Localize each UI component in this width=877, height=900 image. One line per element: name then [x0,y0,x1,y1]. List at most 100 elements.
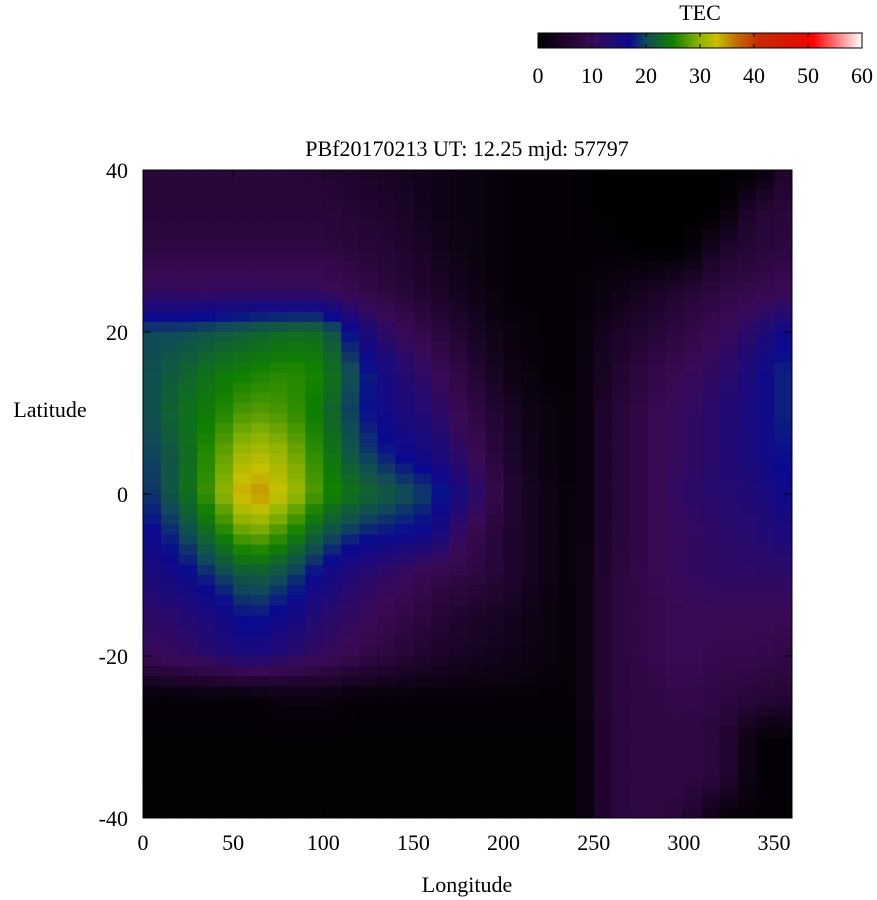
heatmap-cell [521,504,541,515]
heatmap-cell [575,575,595,586]
heatmap-cell [413,190,433,201]
heatmap-cell [503,676,523,687]
heatmap-cell [161,311,180,323]
heatmap-cell [647,585,667,596]
heatmap-cell [395,473,415,485]
heatmap-cell [215,473,234,485]
heatmap-cell [413,463,433,475]
heatmap-cell [161,170,180,181]
heatmap-cell [737,473,757,485]
heatmap-cell [287,332,306,343]
heatmap-cell [539,605,559,617]
heatmap-cell [197,797,216,809]
heatmap-cell [269,554,288,566]
heatmap-cell [647,564,667,576]
heatmap-cell [233,747,252,758]
heatmap-cell [629,656,649,667]
heatmap-cell [359,524,378,536]
heatmap-cell [305,453,324,465]
heatmap-cell [341,676,360,687]
heatmap-cell [503,716,523,728]
heatmap-cell [521,180,541,191]
heatmap-cell [431,534,451,546]
heatmap-cell [431,443,451,455]
heatmap-cell [269,716,288,728]
heatmap-cell [179,534,198,546]
heatmap-cell [215,676,234,687]
heatmap-cell [503,605,523,617]
heatmap-cell [269,767,288,779]
heatmap-cell [557,797,577,809]
heatmap-cell [377,413,396,424]
heatmap-cell [269,564,288,576]
heatmap-cell [215,777,234,789]
heatmap-cell [305,706,324,718]
heatmap-cell [683,504,703,515]
heatmap-cell [575,352,595,363]
heatmap-cell [719,362,739,374]
heatmap-cell [683,625,703,637]
heatmap-cell [575,615,595,627]
heatmap-cell [773,413,792,424]
heatmap-cell [377,686,396,698]
heatmap-cell [395,170,415,181]
heatmap-cell [737,483,757,495]
heatmap-cell [665,291,685,303]
colorbar-tick-label: 10 [581,63,603,88]
heatmap-cell [503,210,523,222]
heatmap-cell [359,696,378,708]
heatmap-cell [215,787,234,799]
heatmap-cell [269,453,288,465]
heatmap-cell [251,807,270,818]
heatmap-cell [467,362,487,374]
heatmap-cell [377,494,396,505]
heatmap-cell [521,230,541,242]
heatmap-cell [197,251,216,262]
heatmap-cell [701,382,721,394]
heatmap-cell [665,645,685,657]
heatmap-cell [593,433,613,444]
heatmap-cell [179,423,198,434]
heatmap-cell [251,271,270,282]
heatmap-cell [737,261,757,272]
heatmap-cell [395,564,415,576]
heatmap-cell [629,463,649,475]
heatmap-cell [611,777,631,789]
heatmap-cell [413,240,433,252]
heatmap-cell [521,554,541,566]
heatmap-cell [395,433,415,444]
heatmap-cell [629,483,649,495]
heatmap-cell [737,200,757,212]
heatmap-cell [773,271,792,282]
heatmap-cell [377,261,396,272]
heatmap-cell [269,696,288,708]
heatmap-cell [485,615,505,627]
heatmap-cell [557,615,577,627]
heatmap-cell [755,200,775,212]
heatmap-cell [755,261,775,272]
heatmap-cell [287,726,306,738]
heatmap-cell [323,737,342,748]
heatmap-cell [773,240,792,252]
heatmap-cell [503,271,523,282]
heatmap-cell [665,311,685,323]
heatmap-cell [521,443,541,455]
heatmap-cell [323,311,342,323]
heatmap-cell [485,473,505,485]
heatmap-cell [395,544,415,556]
heatmap-cell [557,605,577,617]
heatmap-cell [629,686,649,698]
heatmap-cell [629,534,649,546]
heatmap-cell [143,575,162,586]
heatmap-cell [701,645,721,657]
heatmap-cell [197,180,216,191]
heatmap-cell [161,321,180,333]
heatmap-cell [575,240,595,252]
heatmap-cell [755,524,775,536]
heatmap-cell [665,382,685,394]
heatmap-cell [395,301,415,313]
heatmap-cell [467,524,487,536]
heatmap-cell [269,301,288,313]
heatmap-cell [737,230,757,242]
heatmap-cell [305,332,324,343]
